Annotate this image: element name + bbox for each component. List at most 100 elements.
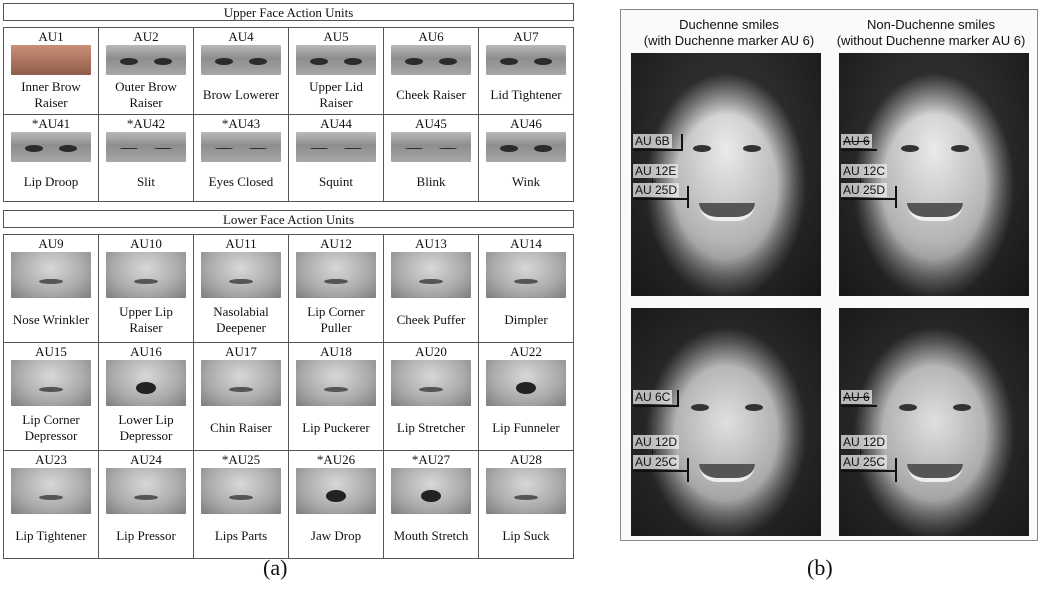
au-cell: AU4 Brow Lowerer — [194, 28, 289, 115]
au-name: Cheek Puffer — [396, 312, 466, 327]
au-name: Lip Tightener — [15, 528, 87, 543]
au-face-image — [485, 252, 567, 298]
au-face-image — [200, 360, 282, 406]
tag-male-non-duchenne-au6: AU 6 — [841, 390, 872, 404]
au-name: Nose Wrinkler — [12, 312, 90, 327]
tag-male-duchenne-au6: AU 6C — [633, 390, 673, 404]
au-code: AU28 — [510, 452, 542, 467]
au-code: *AU42 — [126, 116, 166, 131]
au-code: AU18 — [320, 344, 352, 359]
au-cell: AU46 Wink — [479, 115, 574, 202]
panel-a-label: (a) — [263, 555, 288, 580]
au-name: Nasolabial Deepener — [213, 304, 269, 335]
au-code: AU5 — [323, 29, 349, 44]
au-cell: AU22 Lip Funneler — [479, 343, 574, 451]
au-cell: *AU42 Slit — [99, 115, 194, 202]
tag-female-non-duchenne-au25: AU 25D — [841, 183, 888, 197]
au-code: AU10 — [130, 236, 162, 251]
au-cell: AU45 Blink — [384, 115, 479, 202]
au-code: *AU26 — [316, 452, 356, 467]
tag-female-non-duchenne-plus: + — [857, 174, 865, 188]
au-name: Lip Droop — [23, 173, 79, 189]
au-name: Lip Corner Puller — [307, 304, 365, 335]
au-name: Lip Pressor — [116, 528, 176, 543]
au-face-image — [200, 45, 282, 75]
au-code: *AU43 — [221, 116, 261, 131]
au-cell: AU6 Cheek Raiser — [384, 28, 479, 115]
female-non-duchenne-photo — [839, 53, 1029, 296]
au-name: Mouth Stretch — [393, 528, 469, 543]
au-cell: AU9 Nose Wrinkler — [4, 235, 99, 343]
tag-male-non-duchenne-plus: + — [857, 445, 865, 459]
au-name: Slit — [136, 173, 156, 189]
au-face-image — [200, 468, 282, 514]
au-name: Cheek Raiser — [396, 86, 466, 102]
au-face-image — [295, 360, 377, 406]
duchenne-heading-title: Duchenne smiles — [679, 17, 779, 32]
au-cell: AU18 Lip Puckerer — [289, 343, 384, 451]
au-cell: *AU41 Lip Droop — [4, 115, 99, 202]
au-cell: AU12 Lip Corner Puller — [289, 235, 384, 343]
au-code: AU45 — [415, 116, 447, 131]
au-code: AU17 — [225, 344, 257, 359]
au-face-image — [10, 468, 92, 514]
au-code: AU1 — [38, 29, 64, 44]
au-face-image — [295, 45, 377, 75]
au-name: Blink — [416, 173, 446, 189]
tag-female-duchenne-au12: AU 12E — [633, 164, 679, 178]
au-code: AU20 — [415, 344, 447, 359]
male-non-duchenne-photo — [839, 308, 1029, 536]
au-cell: AU24 Lip Pressor — [99, 451, 194, 559]
au-face-image — [200, 132, 282, 162]
au-cell: AU28 Lip Suck — [479, 451, 574, 559]
au-cell: AU2 Outer Brow Raiser — [99, 28, 194, 115]
au-face-image — [485, 45, 567, 75]
non-duchenne-heading-title: Non-Duchenne smiles — [867, 17, 995, 32]
au-face-image — [390, 252, 472, 298]
au-face-image — [295, 468, 377, 514]
au-name: Lip Corner Depressor — [22, 412, 80, 443]
au-code: AU11 — [225, 236, 257, 251]
au-name: Wink — [511, 173, 541, 189]
au-cell: *AU26 Jaw Drop — [289, 451, 384, 559]
au-code: AU22 — [510, 344, 542, 359]
au-face-image — [295, 132, 377, 162]
au-face-image — [105, 132, 187, 162]
au-cell: AU44 Squint — [289, 115, 384, 202]
au-cell: AU15 Lip Corner Depressor — [4, 343, 99, 451]
au-code: AU23 — [35, 452, 67, 467]
au-face-image — [105, 45, 187, 75]
tag-male-duchenne-plus: + — [649, 445, 657, 459]
tag-male-non-duchenne-au12: AU 12D — [841, 435, 888, 449]
au-face-image — [485, 468, 567, 514]
au-name: Dimpler — [504, 312, 548, 327]
au-cell: AU7 Lid Tightener — [479, 28, 574, 115]
au-face-image — [390, 360, 472, 406]
au-name: Inner Brow Raiser — [21, 78, 81, 110]
au-face-image — [10, 360, 92, 406]
au-code: *AU27 — [411, 452, 451, 467]
au-code: AU9 — [38, 236, 64, 251]
au-cell: AU20 Lip Stretcher — [384, 343, 479, 451]
au-code: AU12 — [320, 236, 352, 251]
au-face-image — [200, 252, 282, 298]
au-name: Lower Lip Depressor — [118, 412, 174, 443]
au-cell: *AU43 Eyes Closed — [194, 115, 289, 202]
au-face-image — [10, 252, 92, 298]
smile-comparison-panel: Duchenne smiles (with Duchenne marker AU… — [620, 9, 1038, 541]
au-cell: AU14 Dimpler — [479, 235, 574, 343]
au-name: Chin Raiser — [210, 420, 272, 435]
au-face-image — [485, 132, 567, 162]
au-face-image — [10, 45, 92, 75]
au-cell: *AU25 Lips Parts — [194, 451, 289, 559]
au-cell: AU23 Lip Tightener — [4, 451, 99, 559]
tag-female-duchenne-au6: AU 6B — [633, 134, 672, 148]
upper-face-title: Upper Face Action Units — [3, 3, 574, 21]
au-face-image — [105, 252, 187, 298]
au-name: Lips Parts — [214, 528, 268, 543]
au-name: Upper Lid Raiser — [309, 78, 363, 110]
au-code: AU7 — [513, 29, 539, 44]
au-code: AU6 — [418, 29, 444, 44]
au-code: AU44 — [320, 116, 352, 131]
lower-face-grid: AU9 Nose Wrinkler AU10 Upper Lip Raiser AU11… — [3, 234, 574, 559]
